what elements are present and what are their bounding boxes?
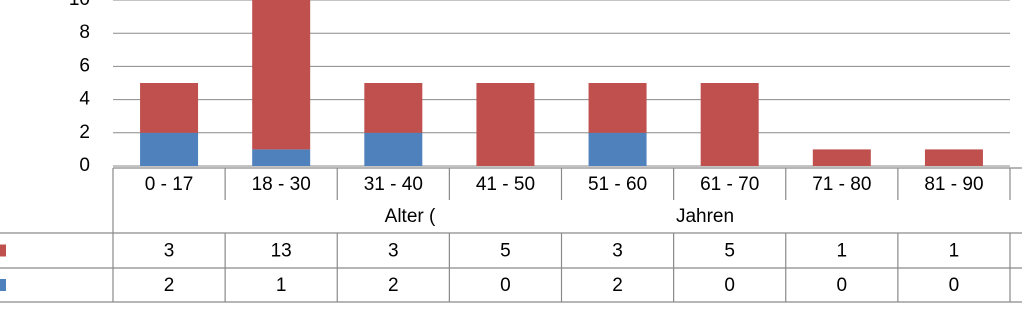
x-tick-label: 81 - 90	[924, 174, 983, 195]
table-value: 0	[724, 275, 735, 296]
x-tick-label: 0 - 17	[145, 174, 194, 195]
x-tick-label: 61 - 70	[700, 174, 759, 195]
x-axis-label: Alter (	[385, 206, 436, 227]
y-tick-label: 4	[79, 89, 90, 110]
x-tick-label: 51 - 60	[588, 174, 647, 195]
bar-segment	[140, 83, 199, 133]
table-value: 2	[388, 275, 399, 296]
bar-segment	[252, 149, 311, 166]
bar-segment	[252, 0, 311, 150]
table-value: 3	[612, 241, 623, 262]
bar-segment	[588, 132, 647, 166]
bar-segment	[364, 83, 423, 133]
bar-segment	[476, 83, 535, 166]
bar-segment	[364, 132, 423, 166]
x-tick-label: 71 - 80	[812, 174, 871, 195]
bar-segment	[812, 149, 871, 166]
data-table: 0 - 17 18 - 30 31 - 40 41 - 50 51 - 60 61 - 7…	[0, 167, 1022, 303]
x-axis-label: Jahren	[676, 206, 734, 227]
table-value: 2	[612, 275, 623, 296]
x-tick-label: 41 - 50	[476, 174, 535, 195]
y-tick-label: 8	[79, 22, 90, 43]
legend-key	[0, 279, 6, 291]
table-value: 2	[164, 275, 175, 296]
table-value: 13	[271, 241, 292, 262]
y-tick-label: 6	[79, 55, 90, 76]
table-value: 0	[837, 275, 848, 296]
table-value: 0	[500, 275, 511, 296]
x-tick-label: 31 - 40	[364, 174, 423, 195]
table-value: 3	[164, 241, 175, 262]
bar-segment	[140, 132, 199, 166]
y-tick-label: 10	[69, 0, 90, 10]
bar-segment	[924, 149, 983, 166]
y-tick-label: 0	[79, 155, 90, 176]
table-value: 3	[388, 241, 399, 262]
table-value: 1	[837, 241, 848, 262]
legend-key	[0, 244, 6, 257]
table-value: 1	[949, 241, 960, 262]
bar-segment	[588, 83, 647, 133]
table-value: 5	[500, 241, 511, 262]
table-value: 5	[724, 241, 735, 262]
bar-segment	[700, 83, 759, 166]
y-tick-label: 2	[79, 122, 90, 143]
table-value: 1	[276, 275, 287, 296]
x-tick-label: 18 - 30	[252, 174, 311, 195]
bars	[140, 0, 983, 166]
table-value: 0	[949, 275, 960, 296]
